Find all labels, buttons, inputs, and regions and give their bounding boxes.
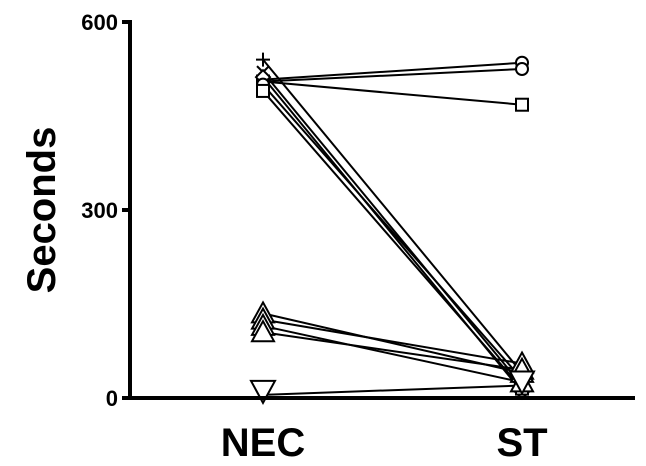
series-line-5 [262,71,523,387]
x-tick-label-st: ST [496,421,547,465]
series-line-4 [262,58,523,374]
series-line-3 [262,80,523,106]
series-line-13 [262,384,523,396]
y-ticks [122,20,130,400]
y-tick-label-300: 300 [81,198,118,223]
data-point-3-st [515,97,529,112]
series-line-2 [262,68,523,83]
series-markers [249,52,536,405]
series-line-11 [262,324,523,384]
data-point-8-nec [256,83,270,98]
y-tick-label-0: 0 [106,386,118,411]
data-point-13-nec [249,379,277,405]
data-point-13-st [508,370,536,396]
data-point-12-nec [250,319,276,343]
series-line-7 [262,84,523,380]
data-point-2-st [515,62,529,76]
series-lines [262,58,523,396]
series-line-12 [262,331,523,371]
x-tick-label-nec: NEC [221,421,305,465]
series-line-1 [262,61,523,81]
series-line-10 [262,318,523,365]
data-point-4-nec [256,52,270,67]
y-axis-title: Seconds [20,127,64,294]
series-line-8 [262,90,523,390]
y-tick-label-600: 600 [81,10,118,35]
